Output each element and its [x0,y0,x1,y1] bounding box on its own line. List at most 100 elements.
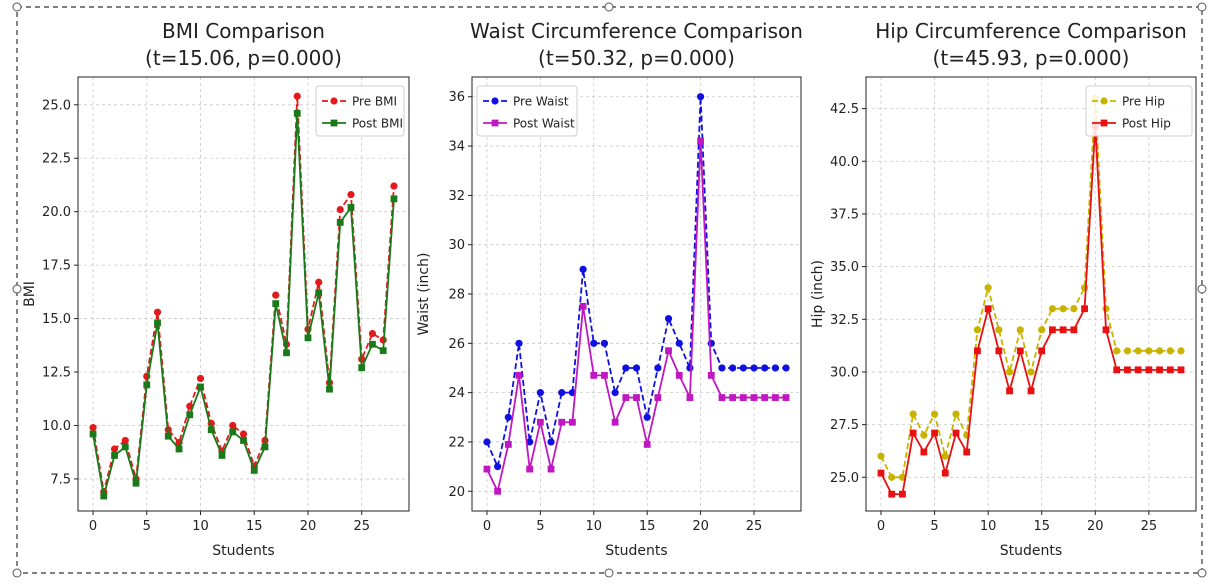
chart-title: Hip Circumference Comparison [875,19,1187,43]
legend-label: Pre BMI [352,95,397,109]
data-point [750,364,758,372]
resize-handle-bottom-right[interactable] [1197,568,1207,578]
data-point [750,394,758,401]
y-tick-label: 22.5 [42,152,71,167]
data-point [941,452,949,460]
y-tick-label: 17.5 [42,259,71,274]
resize-handle-top-middle[interactable] [604,2,614,12]
data-point [283,349,290,357]
data-point [261,443,269,451]
data-point [175,445,183,453]
data-point [390,182,398,190]
legend-swatch-marker [491,119,499,127]
x-axis-label: Students [212,543,274,559]
x-tick-label: 15 [246,519,263,534]
data-point [207,426,215,434]
data-point [696,93,705,101]
legend: Pre Hip Post Hip [1085,85,1193,137]
resize-handle-bottom-middle[interactable] [604,568,614,578]
data-point [558,418,566,426]
data-point [89,424,97,432]
data-point [771,394,779,401]
data-point [272,291,280,299]
data-point [633,394,640,401]
data-point [100,492,108,500]
data-point [973,326,982,334]
data-point [1059,305,1067,313]
x-tick-label: 0 [483,519,491,534]
data-point [197,383,204,391]
x-tick-label: 5 [930,519,938,534]
resize-handle-bottom-left[interactable] [12,568,22,578]
data-point [1123,347,1132,355]
x-tick-label: 0 [89,519,97,534]
data-point [590,339,598,347]
y-tick-label: 12.5 [42,366,71,381]
data-point [909,410,917,418]
data-point [483,465,491,473]
chart-panel-1: 0 5 10 15 20 25 7.5 10.0 12.5 15.0 17.5 20.0 22.5 25.… [22,19,410,559]
resize-handle-top-right[interactable] [1197,2,1207,12]
resize-handle-middle-right[interactable] [1197,284,1207,294]
y-tick-label: 26 [448,337,465,352]
data-point [739,364,747,372]
data-point [622,394,630,401]
chart-panel-3: 0 5 10 15 20 25 25.0 27.5 30.0 32.5 35.0 37.5 40.0 42… [810,19,1197,559]
data-point [229,421,237,430]
legend-swatch-marker [1100,97,1108,105]
data-point [239,430,248,438]
y-tick-label: 34 [448,140,465,155]
data-point [347,204,355,211]
data-point [153,308,162,316]
data-point [590,371,598,379]
y-axis-label: BMI [22,281,38,307]
data-point [643,441,651,448]
data-point [369,340,376,348]
data-point [1070,326,1078,334]
series-pre [89,92,398,496]
data-point [920,431,928,439]
plot-area-frame [77,76,410,512]
data-point [558,389,566,397]
series-post [877,122,1185,498]
data-point [1027,387,1035,395]
series-post [89,109,398,500]
data-point [707,371,715,379]
x-tick-label: 25 [353,519,370,534]
data-point [536,418,544,426]
resize-handle-top-left[interactable] [12,2,22,12]
data-point [675,339,683,347]
plot-area-frame [865,76,1197,512]
x-tick-label: 15 [1033,519,1050,534]
data-point [952,410,960,418]
data-point [1113,347,1121,355]
legend-label: Post BMI [352,117,403,131]
data-point [771,364,779,372]
y-tick-label: 27.5 [830,418,859,433]
data-point [111,452,118,459]
legend: Pre Waist Post Waist [476,85,578,137]
y-tick-label: 20.0 [42,205,71,220]
data-point [654,364,662,372]
y-tick-label: 20 [448,485,465,500]
data-point [1155,347,1164,355]
data-point [611,389,619,397]
x-tick-label: 0 [877,519,885,534]
legend-label: Pre Hip [1122,95,1165,109]
data-point [1177,347,1185,355]
series-line [486,96,787,470]
x-tick-label: 10 [980,519,997,534]
data-point [504,441,512,448]
x-tick-label: 10 [585,519,602,534]
data-point [974,347,981,355]
chart-subtitle: (t=45.93, p=0.000) [933,46,1130,70]
data-point [326,385,333,393]
series-line [880,125,1181,496]
data-point [1166,347,1174,355]
data-point [984,305,992,313]
resize-handle-middle-left[interactable] [12,284,22,294]
data-point [1006,387,1013,395]
legend-swatch-marker [330,119,338,127]
